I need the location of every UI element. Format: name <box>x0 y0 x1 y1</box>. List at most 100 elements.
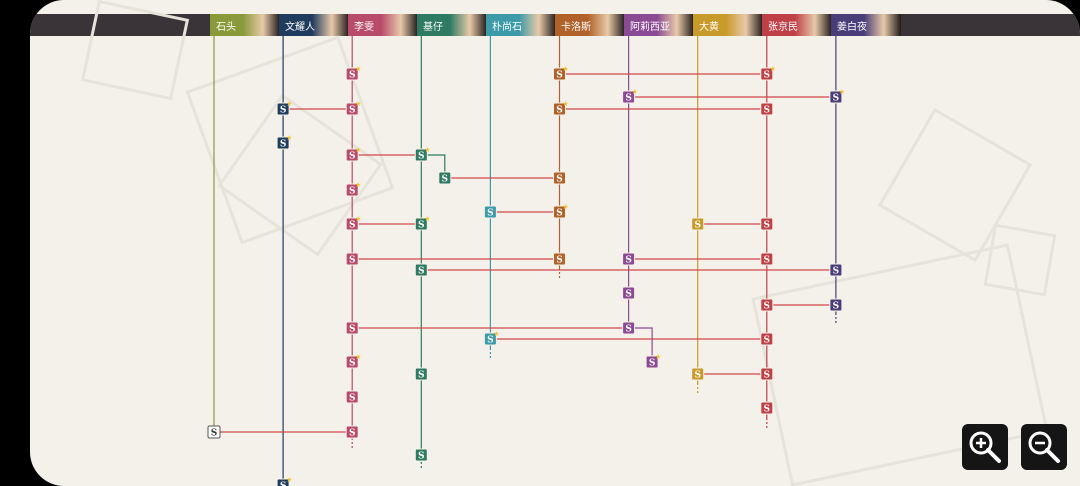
story-node[interactable]: S★ <box>345 100 361 116</box>
character-tab-4[interactable]: 朴尚石 <box>486 14 556 36</box>
character-tab-8[interactable]: 张京民 <box>762 14 832 36</box>
story-node-label: S <box>694 371 701 381</box>
story-node[interactable]: S <box>622 321 636 335</box>
story-node[interactable]: S★ <box>553 100 569 116</box>
story-node[interactable]: S★ <box>276 476 292 486</box>
story-node[interactable]: S <box>760 367 774 381</box>
story-node-box <box>483 332 497 346</box>
story-node[interactable]: S <box>760 298 774 312</box>
character-tab-5[interactable]: 卡洛斯 <box>555 14 625 36</box>
story-node[interactable]: S★ <box>553 65 569 81</box>
story-node[interactable]: S <box>207 425 221 439</box>
story-node[interactable]: S★ <box>829 88 845 104</box>
story-node-label: S <box>349 221 356 231</box>
story-node[interactable]: S★ <box>345 353 361 369</box>
story-node[interactable]: S★ <box>760 65 776 81</box>
story-node-label: S <box>349 359 356 369</box>
story-node[interactable]: S <box>760 252 774 266</box>
character-name: 姜白夜 <box>837 22 867 33</box>
story-node[interactable]: S★ <box>345 215 361 231</box>
star-icon: ★ <box>355 65 361 73</box>
story-node-box <box>760 367 774 381</box>
story-node[interactable]: S <box>622 286 636 300</box>
story-node[interactable]: S <box>345 390 359 404</box>
story-node[interactable]: S <box>622 252 636 266</box>
story-node-label: S <box>349 256 356 266</box>
story-node[interactable]: S <box>829 298 843 312</box>
story-node-box <box>345 425 359 439</box>
star-icon: ★ <box>355 100 361 108</box>
story-node[interactable]: S <box>760 401 774 415</box>
story-node-box <box>760 401 774 415</box>
story-node[interactable]: S <box>438 171 452 185</box>
story-node-label: S <box>349 429 356 439</box>
story-node[interactable]: S <box>483 205 497 219</box>
character-portrait <box>243 14 279 36</box>
story-node-label: S <box>625 290 632 300</box>
story-node[interactable]: S★ <box>345 65 361 81</box>
zoom-out-button[interactable] <box>1021 424 1067 470</box>
character-name: 李雯 <box>354 22 374 33</box>
relationship-graph: S★S★S★S★S★S★S★S★SS★S★S★S SS★S S★S★S★S SS S S S… <box>80 0 1057 486</box>
character-tab-2[interactable]: 李雯 <box>348 14 418 36</box>
story-node-box <box>553 252 566 266</box>
story-node[interactable]: S <box>760 102 774 116</box>
story-node[interactable]: S <box>553 171 566 185</box>
story-node-label: S <box>694 221 701 231</box>
story-node[interactable]: S★ <box>414 215 430 231</box>
story-node-label: S <box>418 371 425 381</box>
character-portrait <box>588 14 624 36</box>
story-node-box <box>345 148 359 162</box>
zoom-in-button[interactable] <box>962 424 1008 470</box>
story-node[interactable]: S★ <box>483 330 500 346</box>
character-tab-0[interactable]: 石头 <box>210 14 280 36</box>
story-node[interactable]: S★ <box>645 353 661 369</box>
story-node[interactable]: S <box>345 321 359 335</box>
story-node[interactable]: S <box>829 263 843 277</box>
character-portrait <box>381 14 417 36</box>
story-node-box <box>760 332 774 346</box>
star-icon: ★ <box>493 330 499 338</box>
character-tab-1[interactable]: 文耀人 <box>279 14 349 36</box>
story-node[interactable]: S <box>760 332 774 346</box>
character-tab-7[interactable]: 大黄 <box>693 14 763 36</box>
story-node[interactable]: S <box>414 367 428 381</box>
story-node-label: S <box>280 482 287 486</box>
story-node[interactable]: S <box>414 263 428 277</box>
character-tab-3[interactable]: 基仔 <box>417 14 487 36</box>
story-node-label: S <box>764 71 771 81</box>
relationship-map[interactable]: 石头 文耀人 李雯 基仔 朴尚石 卡洛斯 阿莉西亚 大黄 张京民 姜白夜 S ★ S ★ S ★ S ★ S ★ S ★… <box>30 0 1080 486</box>
story-node-box <box>553 67 566 81</box>
story-node[interactable]: S★ <box>553 203 569 219</box>
story-node-box <box>276 102 290 116</box>
story-node-label: S <box>442 175 449 185</box>
story-node[interactable]: S★ <box>345 181 361 197</box>
story-node[interactable]: S★ <box>414 146 430 162</box>
story-node[interactable]: S <box>553 252 566 266</box>
story-node-label: S <box>764 336 771 346</box>
story-node-box <box>345 390 359 404</box>
story-node[interactable]: S <box>414 448 428 462</box>
story-node[interactable]: S <box>345 425 359 439</box>
story-node[interactable]: S★ <box>276 100 292 116</box>
story-node[interactable]: S <box>691 367 705 381</box>
star-icon: ★ <box>839 88 845 96</box>
background-decor-square <box>983 223 1057 297</box>
story-node[interactable]: S <box>345 252 359 266</box>
story-node[interactable]: S★ <box>276 134 292 150</box>
story-node[interactable]: S <box>691 217 705 231</box>
story-node-label: S <box>556 106 563 116</box>
character-tab-9[interactable]: 姜白夜 <box>831 14 901 36</box>
story-node-label: S <box>625 94 632 104</box>
story-node-box <box>622 252 636 266</box>
star-icon: ★ <box>424 215 430 223</box>
story-node-label: S <box>833 267 840 277</box>
character-portrait <box>450 14 486 36</box>
story-node[interactable]: S★ <box>622 88 638 104</box>
story-node[interactable]: S★ <box>345 146 361 162</box>
story-node[interactable]: S <box>760 217 774 231</box>
character-name: 石头 <box>216 22 236 33</box>
star-icon: ★ <box>286 134 292 142</box>
star-icon: ★ <box>562 100 568 108</box>
character-tab-6[interactable]: 阿莉西亚 <box>624 14 694 36</box>
